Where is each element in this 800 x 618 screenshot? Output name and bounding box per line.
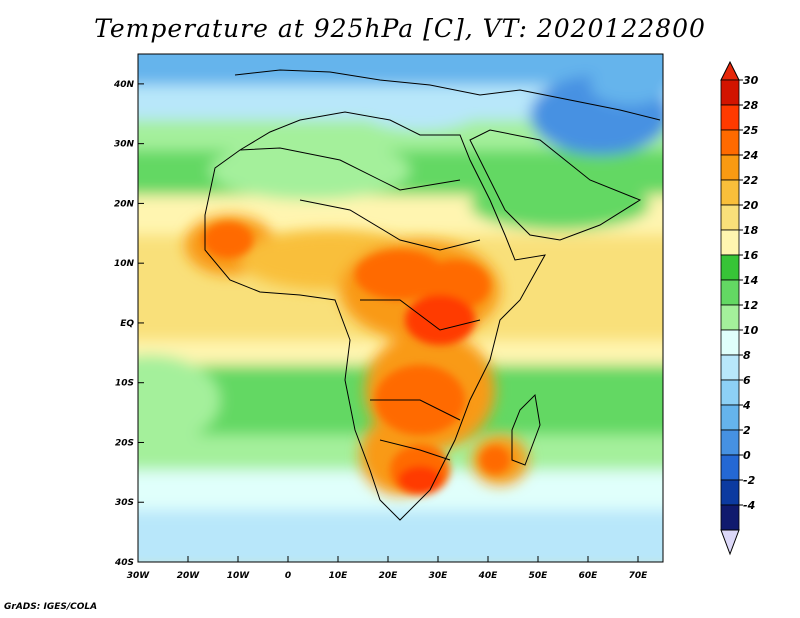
lat-tick-label: 20S <box>115 438 134 448</box>
colorbar-label: 30 <box>743 74 759 87</box>
colorbar-label: 24 <box>743 149 758 162</box>
colorbar-label: 18 <box>743 224 759 237</box>
colorbar-label: 22 <box>743 174 759 187</box>
lon-tick-label: 40E <box>478 571 499 581</box>
colorbar-swatch <box>720 454 740 481</box>
lon-tick-label: 30E <box>429 571 449 581</box>
colorbar-swatch <box>720 379 740 406</box>
colorbar-swatch <box>720 154 740 181</box>
colorbar-top-arrow <box>720 60 740 81</box>
temperature-field <box>138 54 663 562</box>
plot-frame <box>137 53 664 563</box>
lon-tick-label: 20E <box>379 571 399 581</box>
lat-tick-label: 20N <box>114 199 135 209</box>
colorbar-swatch <box>720 179 740 206</box>
colorbar-swatch <box>720 404 740 431</box>
colorbar-label: 6 <box>743 374 751 387</box>
colorbar-swatch <box>720 479 740 506</box>
longitude-axis: 30W 20W 10W 0 10E 20E 30E 40E 50E 60E 70E <box>127 556 648 581</box>
colorbar-bottom-arrow <box>720 529 740 556</box>
colorbar-swatch <box>720 129 740 156</box>
lat-tick-label: 30N <box>114 140 135 150</box>
colorbar-swatch <box>720 329 740 356</box>
colorbar-swatch <box>720 429 740 456</box>
colorbar-label: 4 <box>742 399 751 412</box>
lon-tick-label: 10W <box>227 571 251 581</box>
colorbar-swatch <box>720 354 740 381</box>
colorbar-label: -4 <box>743 499 755 512</box>
colorbar-label: 14 <box>743 274 758 287</box>
colorbar-swatch <box>720 254 740 281</box>
colorbar-swatch <box>720 229 740 256</box>
lat-tick-label: 10N <box>114 259 135 269</box>
lon-tick-label: 20W <box>177 571 201 581</box>
lon-tick-label: 30W <box>127 571 151 581</box>
colorbar-label: 28 <box>743 99 759 112</box>
colorbar-label: 0 <box>743 449 751 462</box>
colorbar-swatch <box>720 204 740 231</box>
lon-tick-label: 0 <box>285 571 291 581</box>
colorbar-label: 12 <box>743 299 759 312</box>
lon-tick-label: 60E <box>579 571 599 581</box>
colorbar-swatch <box>720 279 740 306</box>
lon-tick-label: 50E <box>529 571 549 581</box>
lon-tick-label: 70E <box>629 571 649 581</box>
coastlines <box>204 69 661 521</box>
colorbar-label: 16 <box>743 249 759 262</box>
colorbar-swatch <box>720 304 740 331</box>
colorbar-swatch <box>720 104 740 131</box>
colorbar-label: 20 <box>743 199 759 212</box>
lon-tick-label: 10E <box>329 571 349 581</box>
credit-text: GrADS: IGES/COLA <box>4 602 98 612</box>
colorbar-label: 25 <box>743 124 759 137</box>
lat-tick-label: 10S <box>115 379 134 389</box>
colorbar-label: -2 <box>743 474 756 487</box>
colorbar-label: 8 <box>743 349 751 362</box>
lat-tick-label: 40S <box>114 558 134 568</box>
lat-tick-label: 30S <box>115 498 134 508</box>
colorbar-swatch <box>720 79 740 106</box>
colorbar-label: 2 <box>743 424 751 437</box>
colorbar-label: 10 <box>743 324 759 337</box>
colorbar-swatch <box>720 504 740 531</box>
map-title: Temperature at 925hPa [C], VT: 202012280… <box>94 14 706 43</box>
lat-tick-label: 40N <box>113 80 135 90</box>
latitude-axis: 40N 30N 20N 10N EQ 10S 20S 30S 40S <box>113 80 144 568</box>
lat-tick-label: EQ <box>120 319 134 329</box>
